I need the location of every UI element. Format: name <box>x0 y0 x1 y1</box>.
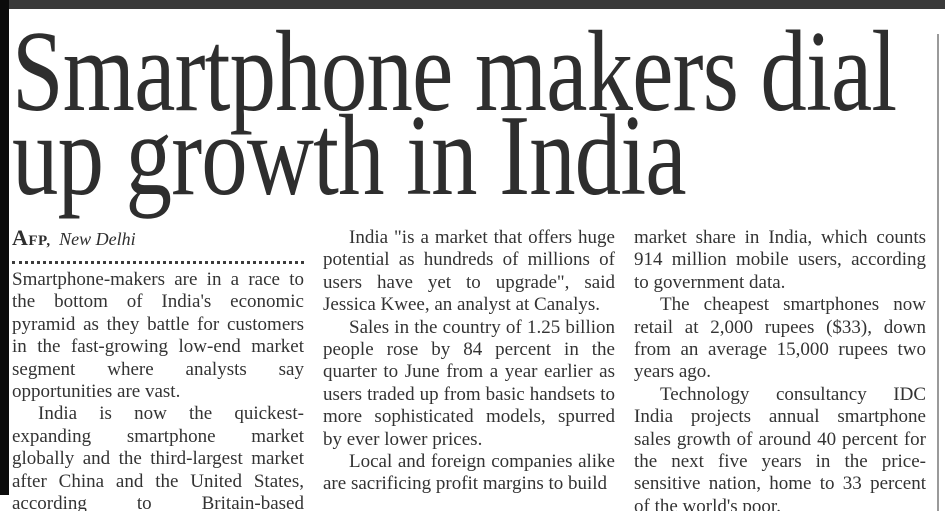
byline: AFP, New Delhi <box>12 227 304 252</box>
paragraph: India is now the quickest-expanding smar… <box>12 403 304 511</box>
right-column-rule <box>937 34 939 511</box>
paragraph: The cheapest smartphones now retail at 2… <box>634 294 926 383</box>
left-edge-bar <box>0 0 9 495</box>
dotted-separator <box>12 261 304 264</box>
paragraph: market share in India, which counts 914 … <box>634 227 926 293</box>
paragraph: India "is a market that offers huge pote… <box>323 227 615 316</box>
headline-line-2: up growth in India <box>12 91 687 220</box>
headline-line-1: Smartphone makers dial <box>12 8 897 136</box>
article-column-3: market share in India, which counts 914 … <box>634 227 926 511</box>
article-body: AFP, New Delhi Smartphone-makers are in … <box>12 227 926 511</box>
paragraph: Local and foreign companies alike are sa… <box>323 451 615 495</box>
paragraph: Smartphone-makers are in a race to the b… <box>12 269 304 403</box>
paragraph: Sales in the country of 1.25 billion peo… <box>323 316 615 450</box>
byline-agency: AFP, <box>12 225 51 250</box>
byline-location: New Delhi <box>59 229 136 249</box>
article-column-2: India "is a market that offers huge pote… <box>323 227 615 511</box>
top-edge-bar <box>0 0 945 9</box>
headline: Smartphone makers dial up growth in Indi… <box>12 14 897 214</box>
paragraph: Technology consultancy IDC India project… <box>634 383 926 511</box>
article-column-1: AFP, New Delhi Smartphone-makers are in … <box>12 227 304 511</box>
